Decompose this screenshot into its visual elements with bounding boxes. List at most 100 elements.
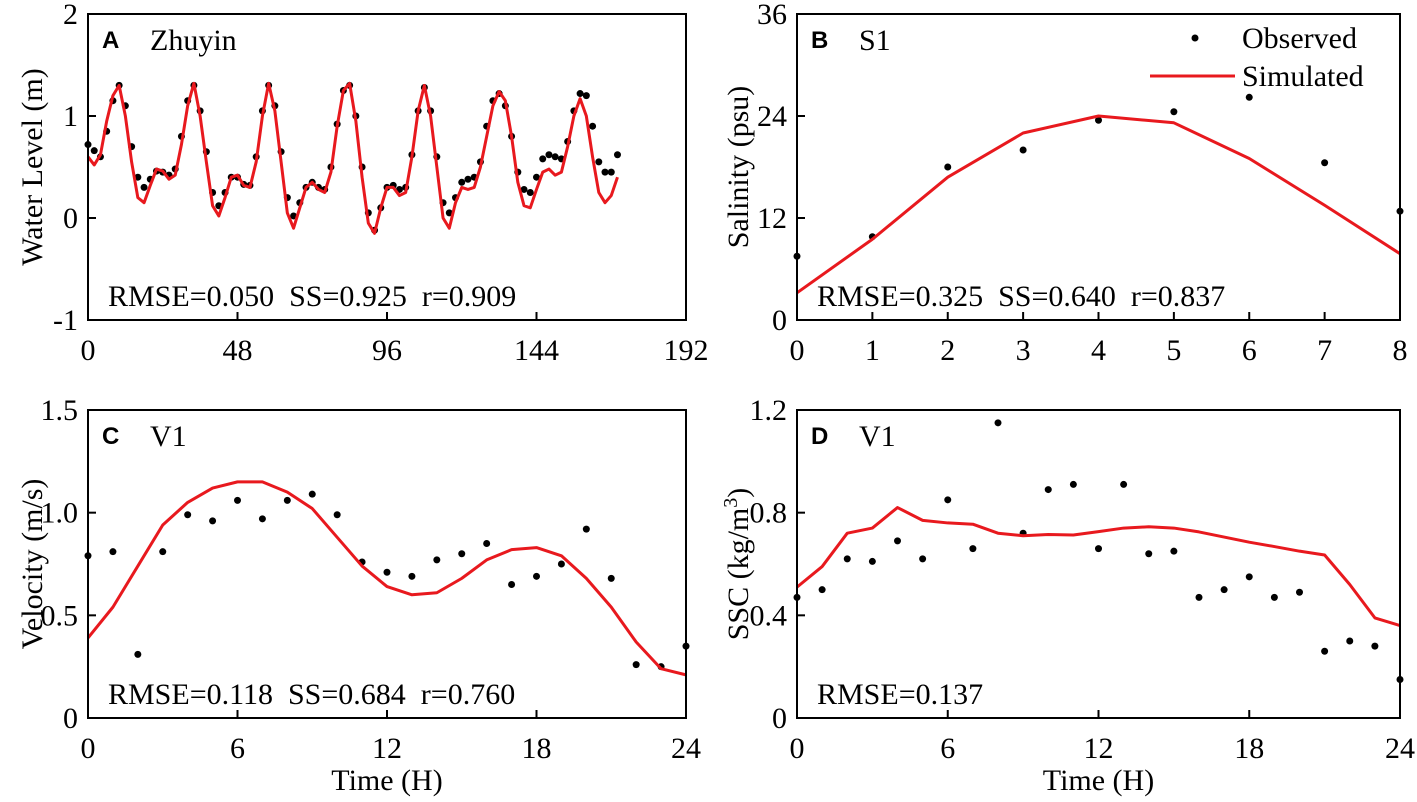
y-tick-label: 0.8 [750, 497, 788, 530]
observed-point [383, 568, 391, 576]
y-tick-label: 0 [772, 702, 787, 735]
observed-point [1245, 573, 1253, 581]
y-axis-label: SSC (kg/m3) [720, 488, 755, 641]
y-tick-label: 0 [772, 304, 787, 337]
observed-point [582, 525, 590, 533]
observed-point [1220, 586, 1228, 594]
observed-point [1120, 480, 1128, 488]
y-axis-label: Water Level (m) [16, 68, 49, 265]
observed-point [140, 183, 148, 191]
y-tick-label: 36 [757, 0, 787, 31]
observed-point [184, 511, 192, 519]
x-tick-label: 0 [81, 334, 96, 367]
observed-point [944, 496, 952, 504]
y-axis-label-part: SSC (kg/m [722, 508, 755, 641]
simulated-line [796, 506, 1401, 628]
x-tick-label: 144 [514, 334, 559, 367]
observed-point [1095, 116, 1102, 124]
observed-point [551, 153, 559, 161]
x-tick-label: 4 [1091, 334, 1106, 367]
observed-point [1195, 593, 1203, 601]
observed-point [1270, 593, 1278, 601]
observed-point [508, 581, 516, 589]
x-tick-label: 2 [940, 334, 955, 367]
stats: RMSE=0.118 SS=0.684 r=0.760 [108, 678, 515, 711]
x-tick-label: 18 [1234, 732, 1264, 765]
panel: 0 6 12 18 24 0 0.5 1.0 1.5 C V1 RMSE=0.118 SS=0.684… [16, 394, 701, 797]
observed-point [483, 539, 491, 547]
observed-point [1044, 486, 1052, 494]
observed-point [919, 555, 927, 563]
observed-point [595, 158, 603, 166]
x-axis-label: Time (H) [1043, 764, 1154, 797]
x-tick-label: 12 [372, 732, 402, 765]
observed-point [90, 147, 98, 155]
y-tick-label: 1.0 [41, 497, 79, 530]
observed-point [533, 173, 540, 181]
observed-point [445, 209, 453, 217]
observed-point [1321, 647, 1329, 655]
observed-point [632, 661, 640, 669]
observed-point [258, 515, 266, 523]
plot-frame [796, 13, 1401, 321]
y-axis-label-part: 3 [720, 498, 742, 508]
observed-point [1095, 545, 1102, 553]
observed-point [545, 151, 553, 159]
panel-letter: D [811, 423, 828, 450]
y-tick-label: 1.2 [750, 394, 788, 427]
y-axis-label: Salinity (psu) [722, 86, 755, 249]
observed-point [894, 537, 901, 545]
x-tick-label: 8 [1393, 334, 1408, 367]
observed-point [607, 574, 615, 582]
station-name: S1 [859, 24, 891, 57]
x-tick-label: 7 [1317, 334, 1332, 367]
observed-point [607, 168, 615, 176]
observed-point [458, 178, 466, 186]
x-axis-label: Time (H) [331, 764, 442, 797]
y-tick-label: 24 [757, 100, 787, 133]
y-axis-label: Velocity (m/s) [16, 479, 49, 650]
legend-swatch [1191, 34, 1199, 42]
observed-point [818, 586, 826, 594]
observed-point [1321, 159, 1329, 167]
observed-point [539, 155, 547, 163]
simulated-line [86, 81, 619, 235]
x-tick-label: 5 [1166, 334, 1181, 367]
observed-point [533, 572, 540, 580]
x-tick-label: 24 [1385, 732, 1415, 765]
observed-point [1371, 642, 1379, 650]
station-name: V1 [150, 420, 187, 453]
stats: RMSE=0.050 SS=0.925 r=0.909 [108, 280, 516, 313]
stats: RMSE=0.325 SS=0.640 r=0.837 [817, 280, 1225, 313]
panel-letter: B [811, 27, 828, 54]
x-tick-label: 3 [1016, 334, 1031, 367]
observed-point [458, 550, 466, 558]
y-tick-label: 0.5 [41, 599, 79, 632]
plot-frame [87, 13, 687, 321]
y-tick-label: 0.4 [750, 599, 788, 632]
station-name: Zhuyin [150, 24, 237, 57]
observed-point [283, 496, 291, 504]
stats: RMSE=0.137 [817, 678, 983, 711]
legend-label: Observed [1242, 22, 1357, 55]
observed-point [234, 496, 241, 504]
observed-point [464, 175, 472, 183]
observed-point [526, 189, 534, 196]
x-tick-label: 0 [81, 732, 96, 765]
x-tick-label: 0 [790, 334, 805, 367]
observed-point [969, 545, 977, 553]
observed-point [1346, 637, 1354, 645]
observed-point [994, 419, 1002, 427]
observed-point [1245, 93, 1253, 101]
y-axis-label-part: ) [722, 488, 755, 498]
x-tick-label: 48 [223, 334, 253, 367]
observed-point [868, 557, 876, 565]
y-tick-label: -1 [53, 304, 78, 337]
x-tick-label: 1 [865, 334, 880, 367]
observed-point [109, 548, 117, 556]
observed-point [576, 90, 584, 98]
y-tick-label: 1 [63, 100, 78, 133]
observed-point [1170, 547, 1178, 555]
